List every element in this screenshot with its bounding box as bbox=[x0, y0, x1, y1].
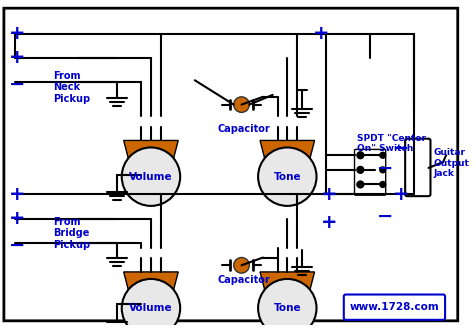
Circle shape bbox=[234, 258, 249, 273]
FancyBboxPatch shape bbox=[405, 139, 430, 196]
Text: +: + bbox=[321, 213, 337, 232]
Circle shape bbox=[357, 152, 364, 159]
Text: Guitar
Output
Jack: Guitar Output Jack bbox=[433, 148, 469, 178]
Circle shape bbox=[380, 152, 386, 158]
Circle shape bbox=[258, 279, 317, 329]
Circle shape bbox=[357, 166, 364, 173]
Text: −: − bbox=[9, 75, 26, 94]
Text: −: − bbox=[376, 158, 393, 177]
Text: +: + bbox=[9, 209, 26, 228]
FancyBboxPatch shape bbox=[344, 294, 445, 320]
Circle shape bbox=[380, 182, 386, 188]
Circle shape bbox=[122, 147, 180, 206]
Polygon shape bbox=[124, 140, 178, 163]
Circle shape bbox=[258, 147, 317, 206]
Text: Volume: Volume bbox=[129, 303, 173, 313]
Text: +: + bbox=[9, 185, 26, 204]
Circle shape bbox=[357, 181, 364, 188]
Circle shape bbox=[380, 167, 386, 173]
Text: From
Bridge
Pickup: From Bridge Pickup bbox=[54, 216, 91, 250]
Text: −: − bbox=[376, 207, 393, 226]
Text: Capacitor: Capacitor bbox=[217, 124, 270, 134]
Text: −: − bbox=[321, 185, 337, 204]
Circle shape bbox=[357, 166, 364, 173]
FancyBboxPatch shape bbox=[4, 8, 458, 321]
Text: +: + bbox=[321, 185, 337, 204]
Text: SPDT "Center
On" Switch: SPDT "Center On" Switch bbox=[357, 134, 427, 153]
FancyBboxPatch shape bbox=[355, 149, 386, 195]
Text: Volume: Volume bbox=[129, 172, 173, 182]
Text: www.1728.com: www.1728.com bbox=[349, 302, 439, 312]
Text: −: − bbox=[393, 139, 410, 158]
Circle shape bbox=[357, 181, 364, 188]
Polygon shape bbox=[260, 272, 315, 294]
Polygon shape bbox=[124, 272, 178, 294]
Circle shape bbox=[122, 279, 180, 329]
Circle shape bbox=[234, 97, 249, 113]
Text: Tone: Tone bbox=[273, 303, 301, 313]
Text: +: + bbox=[9, 24, 26, 43]
Text: +: + bbox=[9, 48, 26, 67]
Text: Tone: Tone bbox=[273, 172, 301, 182]
Text: Capacitor: Capacitor bbox=[217, 275, 270, 285]
Text: +: + bbox=[393, 185, 410, 204]
Text: −: − bbox=[9, 236, 26, 255]
Polygon shape bbox=[260, 140, 315, 163]
Text: +: + bbox=[313, 24, 329, 43]
Text: From
Neck
Pickup: From Neck Pickup bbox=[54, 70, 91, 104]
Circle shape bbox=[357, 152, 364, 159]
